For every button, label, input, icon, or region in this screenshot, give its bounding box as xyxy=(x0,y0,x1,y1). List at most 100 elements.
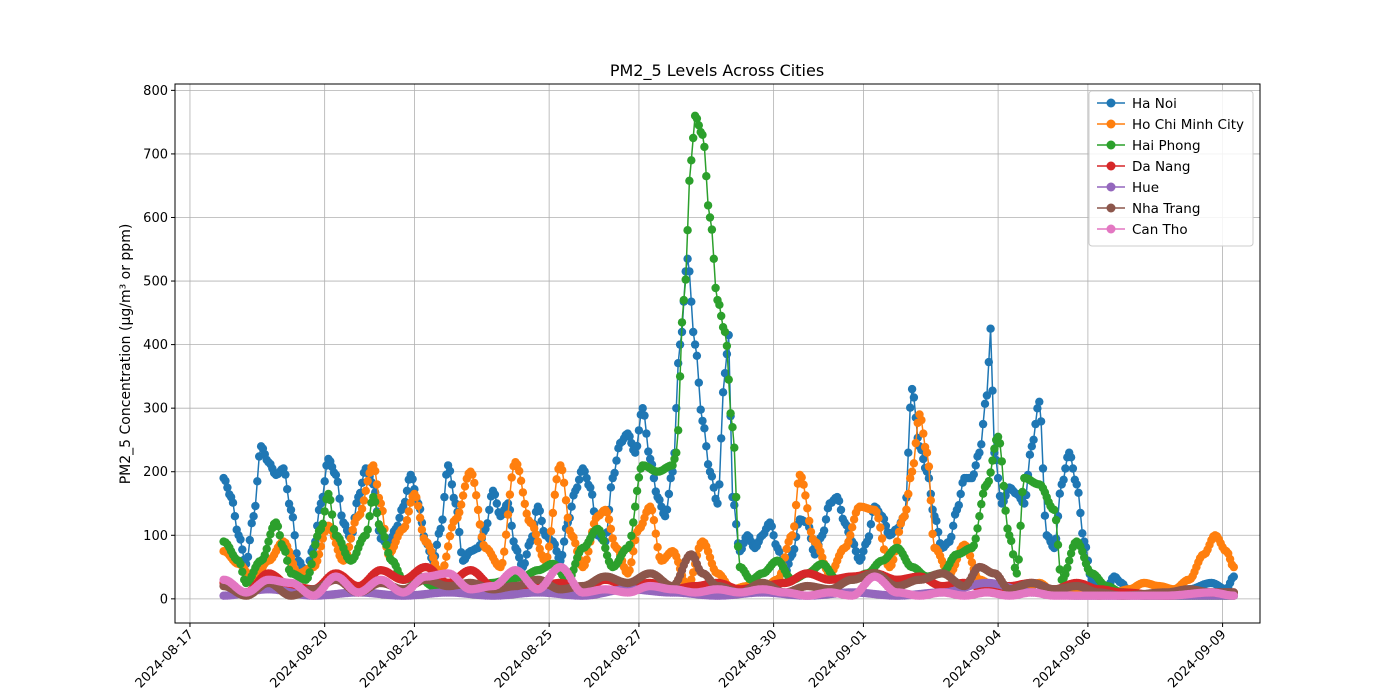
data-point xyxy=(230,512,240,521)
data-point xyxy=(634,426,644,435)
data-point xyxy=(331,470,341,480)
data-point xyxy=(522,550,531,559)
data-point xyxy=(713,499,722,508)
data-point xyxy=(687,575,696,584)
data-point xyxy=(457,500,466,509)
data-point xyxy=(909,393,919,402)
data-point xyxy=(694,121,703,130)
data-point xyxy=(672,448,681,457)
series-layer xyxy=(219,111,1239,600)
data-point xyxy=(700,424,709,433)
data-point xyxy=(503,510,513,519)
data-point xyxy=(703,460,713,469)
data-point xyxy=(670,454,679,464)
data-point xyxy=(982,391,992,400)
data-point xyxy=(724,375,733,384)
data-point xyxy=(993,473,1003,483)
data-point xyxy=(1001,506,1010,515)
data-point xyxy=(634,473,644,482)
data-point xyxy=(698,416,707,426)
data-point xyxy=(561,496,571,505)
data-point xyxy=(1016,521,1025,530)
data-point xyxy=(986,468,995,477)
data-point xyxy=(455,508,464,517)
data-point xyxy=(537,516,546,526)
data-point xyxy=(1229,591,1239,600)
data-point xyxy=(1008,550,1018,559)
data-point xyxy=(692,351,702,360)
data-point xyxy=(844,537,853,547)
data-point xyxy=(492,499,501,508)
data-point xyxy=(1063,563,1072,573)
data-point xyxy=(715,300,724,309)
data-point xyxy=(286,505,296,515)
data-point xyxy=(326,495,335,505)
data-point xyxy=(359,496,369,505)
data-point xyxy=(806,527,816,537)
data-point xyxy=(683,254,692,263)
data-point xyxy=(900,512,909,521)
data-point xyxy=(947,532,956,542)
data-point xyxy=(906,474,915,483)
data-point xyxy=(698,130,707,139)
data-point xyxy=(558,550,567,560)
data-point xyxy=(498,558,507,568)
data-point xyxy=(281,470,290,479)
data-point xyxy=(243,552,253,562)
data-point xyxy=(490,490,500,499)
data-point xyxy=(221,476,230,486)
data-point xyxy=(791,500,801,510)
data-point xyxy=(986,324,995,333)
data-point xyxy=(447,480,457,489)
data-point xyxy=(664,489,674,499)
data-point xyxy=(473,505,483,515)
data-point xyxy=(610,468,619,478)
data-point xyxy=(980,399,990,408)
data-point xyxy=(975,448,984,457)
data-point xyxy=(1050,505,1059,515)
data-point xyxy=(718,388,728,397)
data-point xyxy=(1065,556,1074,565)
data-point xyxy=(380,532,389,542)
data-point xyxy=(928,529,937,539)
data-point xyxy=(483,519,492,528)
legend-label: Hue xyxy=(1132,180,1159,196)
data-point xyxy=(485,505,494,515)
data-point xyxy=(1003,524,1012,533)
data-point xyxy=(834,496,844,506)
data-point xyxy=(1055,489,1065,498)
data-point xyxy=(907,384,917,394)
data-point xyxy=(309,550,318,559)
data-point xyxy=(443,542,453,551)
data-point xyxy=(442,552,451,561)
data-point xyxy=(1072,480,1081,489)
legend-label: Can Tho xyxy=(1132,222,1188,238)
data-point xyxy=(993,432,1003,441)
y-axis-label: PM2_5 Concentration (µg/m³ or ppm) xyxy=(118,224,134,485)
data-point xyxy=(238,567,247,576)
data-point xyxy=(707,225,717,234)
data-point xyxy=(582,473,591,483)
data-point xyxy=(640,411,649,420)
data-point xyxy=(290,531,299,540)
data-point xyxy=(414,501,423,511)
data-point xyxy=(606,483,616,492)
data-point xyxy=(1055,565,1065,574)
data-point xyxy=(415,513,425,522)
data-point xyxy=(412,493,421,502)
data-point xyxy=(904,489,913,499)
data-point xyxy=(954,501,963,510)
data-point xyxy=(906,403,915,412)
data-point xyxy=(477,532,486,541)
data-point xyxy=(653,543,662,552)
data-point xyxy=(821,515,831,524)
data-point xyxy=(531,530,541,539)
data-point xyxy=(438,515,447,524)
data-point xyxy=(877,534,887,543)
data-point xyxy=(769,531,778,540)
data-point xyxy=(715,480,724,489)
data-point xyxy=(1078,529,1087,538)
data-point xyxy=(790,545,799,554)
data-point xyxy=(662,505,672,514)
data-point xyxy=(327,510,337,519)
